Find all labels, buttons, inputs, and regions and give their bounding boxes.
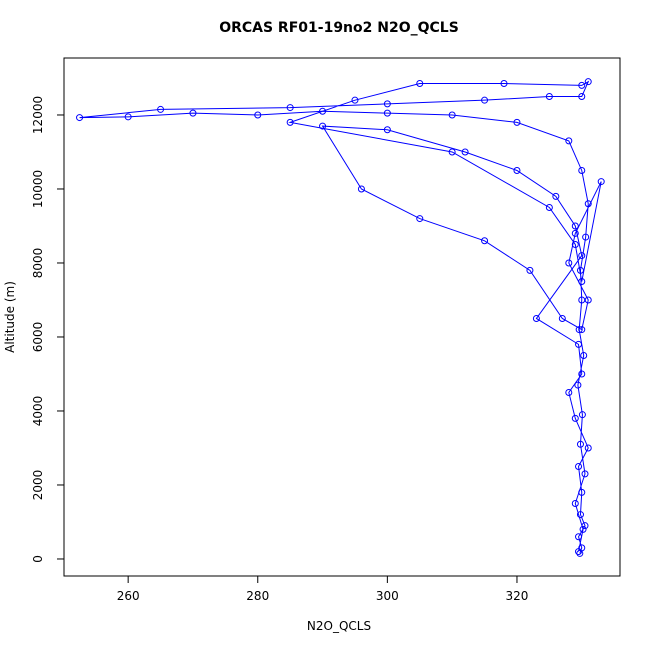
point xyxy=(513,118,521,126)
point xyxy=(578,81,586,89)
point xyxy=(526,266,534,274)
point xyxy=(383,126,391,134)
point xyxy=(597,178,605,186)
point xyxy=(124,113,132,121)
point xyxy=(571,499,579,507)
x-tick-label: 280 xyxy=(246,589,269,603)
point xyxy=(545,92,553,100)
point xyxy=(578,411,586,419)
point xyxy=(565,137,573,145)
point xyxy=(578,370,586,378)
point xyxy=(584,78,592,86)
y-tick-label: 12000 xyxy=(31,96,45,134)
point xyxy=(578,166,586,174)
point xyxy=(416,80,424,88)
x-tick-label: 320 xyxy=(506,589,529,603)
point xyxy=(578,488,586,496)
point xyxy=(481,237,489,245)
point xyxy=(448,111,456,119)
point xyxy=(481,96,489,104)
point xyxy=(461,148,469,156)
y-tick-label: 8000 xyxy=(31,248,45,279)
point xyxy=(416,215,424,223)
point xyxy=(576,440,584,448)
x-axis-label: N2O_QCLS xyxy=(307,619,371,633)
point xyxy=(532,314,540,322)
point xyxy=(545,203,553,211)
point xyxy=(157,105,165,113)
point xyxy=(576,266,584,274)
chart-title: ORCAS RF01-19no2 N2O_QCLS xyxy=(219,20,459,36)
series-line xyxy=(79,80,602,554)
y-axis-label: Altitude (m) xyxy=(3,281,17,353)
point xyxy=(574,381,582,389)
x-tick-label: 260 xyxy=(117,589,140,603)
y-tick-label: 2000 xyxy=(31,470,45,501)
y-tick-label: 6000 xyxy=(31,322,45,353)
point xyxy=(319,122,327,130)
plot-frame xyxy=(63,57,621,577)
point xyxy=(581,522,589,530)
point xyxy=(571,229,579,237)
point xyxy=(582,233,590,241)
point xyxy=(578,277,586,285)
point xyxy=(571,240,579,248)
point xyxy=(584,200,592,208)
point xyxy=(357,185,365,193)
point xyxy=(513,166,521,174)
point xyxy=(383,100,391,108)
point xyxy=(286,104,294,112)
point xyxy=(576,549,584,557)
y-tick-label: 10000 xyxy=(31,170,45,208)
point xyxy=(319,107,327,115)
point xyxy=(448,148,456,156)
point xyxy=(286,118,294,126)
point xyxy=(571,414,579,422)
point xyxy=(575,326,583,334)
point xyxy=(578,326,586,334)
point xyxy=(558,314,566,322)
point xyxy=(552,192,560,200)
point xyxy=(571,222,579,230)
point xyxy=(76,114,84,122)
point xyxy=(584,296,592,304)
point xyxy=(575,340,583,348)
point xyxy=(576,511,584,519)
point xyxy=(579,525,587,533)
point xyxy=(383,109,391,117)
point xyxy=(575,462,583,470)
point xyxy=(565,388,573,396)
y-tick-label: 0 xyxy=(31,555,45,563)
point xyxy=(351,96,359,104)
point xyxy=(500,80,508,88)
point xyxy=(254,111,262,119)
point xyxy=(575,533,583,541)
point xyxy=(189,109,197,117)
point xyxy=(578,252,586,260)
point xyxy=(580,351,588,359)
point xyxy=(584,444,592,452)
y-tick-label: 4000 xyxy=(31,396,45,427)
point xyxy=(578,92,586,100)
point xyxy=(581,470,589,478)
point xyxy=(565,259,573,267)
x-tick-label: 300 xyxy=(376,589,399,603)
